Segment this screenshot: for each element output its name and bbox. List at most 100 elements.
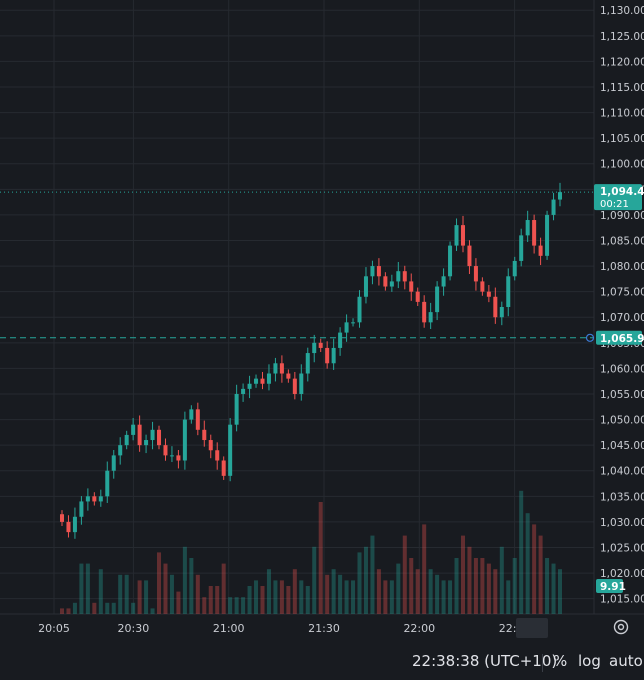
candle-body	[480, 281, 485, 292]
candle-body	[538, 245, 543, 256]
x-tick-label: 21:30	[308, 622, 340, 635]
candle-body	[66, 521, 71, 533]
volume-bar	[234, 597, 239, 614]
volume-bar	[150, 608, 155, 614]
volume-bar	[454, 558, 459, 614]
candle-body	[448, 245, 453, 277]
volume-bar	[202, 597, 207, 614]
x-tick-label: 20:30	[118, 622, 150, 635]
candle-body	[92, 496, 97, 502]
candle-body	[202, 429, 207, 441]
candle-body	[519, 235, 524, 261]
crosshair-time-box	[516, 618, 548, 638]
last-price-label: 1,094.45	[600, 186, 644, 198]
candle-body	[299, 373, 304, 394]
last-price-badge	[594, 184, 642, 211]
volume-bar	[480, 558, 485, 614]
candle-body	[499, 307, 504, 318]
x-tick-label: 22:00	[403, 622, 435, 635]
price-chart[interactable]: 1,015.00 1,020.00 1,025.00 1,030.00 1,035.00…	[0, 0, 644, 646]
volume-bar	[312, 546, 317, 614]
volume-bar	[241, 597, 246, 614]
candle-body	[72, 516, 77, 533]
candle-body	[144, 440, 149, 446]
volume-bar	[169, 574, 174, 614]
volume-bar	[557, 569, 563, 614]
y-tick-label: 1,045.00	[600, 440, 644, 452]
auto-scale-toggle[interactable]: auto	[609, 652, 643, 670]
y-tick-label: 1,115.00	[600, 82, 644, 94]
y-tick-label: 1,100.00	[600, 159, 644, 171]
volume-bar	[486, 563, 491, 614]
y-tick-label: 1,020.00	[600, 568, 644, 580]
candle-body	[331, 347, 336, 364]
y-tick-label: 1,030.00	[600, 517, 644, 529]
y-tick-label: 1,035.00	[600, 491, 644, 503]
volume-bar	[247, 586, 252, 614]
time-axis[interactable]: 20:05 20:30 21:00 21:30 22:00 22:30	[38, 618, 548, 638]
candle-body	[454, 225, 459, 246]
candle-body	[195, 409, 200, 430]
candle-body	[351, 322, 356, 324]
volume-bar	[351, 580, 356, 614]
candle-body	[525, 220, 530, 236]
candle-body	[254, 378, 259, 384]
candle-body	[221, 460, 226, 476]
volume-bar	[292, 569, 297, 614]
candle-body	[105, 470, 110, 497]
y-tick-label: 1,110.00	[600, 108, 644, 120]
volume-bar	[260, 586, 265, 614]
candle-body	[435, 286, 440, 313]
volume-bar	[137, 580, 142, 614]
candle-body	[506, 276, 511, 307]
candle-body	[493, 296, 498, 318]
volume-bar	[59, 608, 65, 614]
x-tick-label: 21:00	[213, 622, 245, 635]
volume-bar	[519, 490, 524, 614]
volume-bar	[144, 580, 149, 614]
candle-body	[512, 260, 517, 277]
y-tick-label: 1,025.00	[600, 542, 644, 554]
volume-bar	[448, 580, 453, 614]
volume-bar	[118, 574, 123, 614]
volume-bar	[473, 558, 478, 614]
volume-bar	[195, 574, 200, 614]
volume-bar	[506, 580, 511, 614]
candle-body	[234, 393, 239, 425]
ref-price-marker	[585, 333, 595, 342]
candle-body	[241, 388, 246, 394]
candle-body	[247, 383, 252, 389]
volume-bar	[415, 569, 420, 614]
candle-body	[85, 496, 90, 502]
volume-bar	[105, 602, 110, 614]
y-tick-label: 1,120.00	[600, 56, 644, 68]
candle-body	[467, 245, 472, 267]
candle-body	[415, 291, 420, 302]
candle-body	[124, 434, 129, 446]
volume-bar	[338, 574, 343, 614]
candle-body	[163, 445, 168, 456]
volume-bar	[98, 569, 103, 614]
y-tick-label: 1,070.00	[600, 312, 644, 324]
gear-icon[interactable]	[612, 618, 630, 636]
price-axis[interactable]: 1,015.00 1,020.00 1,025.00 1,030.00 1,035.00…	[600, 5, 644, 605]
volume-bar	[344, 580, 349, 614]
volume-bar	[318, 502, 323, 614]
volume-bars	[59, 490, 563, 614]
volume-bar	[409, 558, 414, 614]
clock-timezone[interactable]: 22:38:38 (UTC+10)	[412, 652, 558, 670]
candle-body	[228, 424, 233, 476]
log-scale-toggle[interactable]: log	[578, 652, 601, 670]
candle-body	[150, 429, 155, 441]
ref-price-badge	[596, 330, 642, 345]
percent-scale-toggle[interactable]: %	[553, 652, 568, 670]
x-tick-label: 20:05	[38, 622, 70, 635]
volume-bar	[428, 569, 433, 614]
candle-body	[176, 455, 181, 461]
volume-bar	[545, 558, 550, 614]
volume-bar	[79, 563, 84, 614]
volume-bar	[376, 569, 381, 614]
candle-body	[325, 347, 330, 364]
candle-body	[532, 220, 537, 246]
